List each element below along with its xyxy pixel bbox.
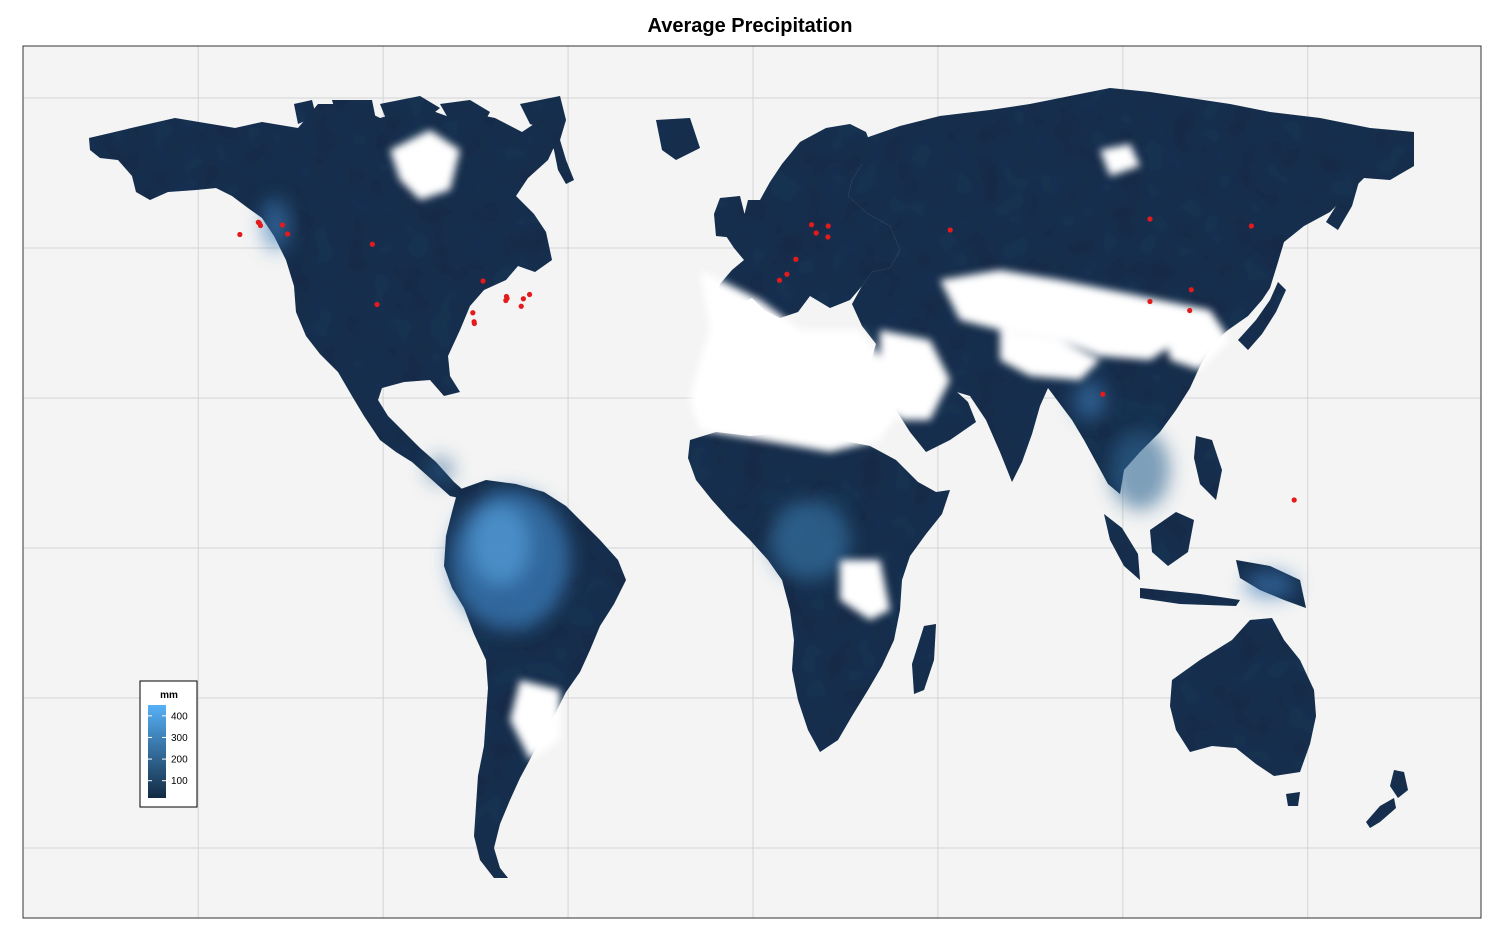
- land-java-timor: [1140, 588, 1240, 606]
- dry-siberia-north: [1100, 144, 1140, 176]
- land-borneo: [1150, 512, 1194, 566]
- station-point: [1291, 497, 1297, 503]
- land-north-america: [89, 104, 560, 504]
- wet-central-america: [426, 456, 454, 484]
- legend-colorbar: [148, 705, 166, 798]
- dry-middle-east: [880, 330, 950, 420]
- legend-tick-label: 400: [171, 711, 188, 722]
- land-new-zealand-south: [1366, 798, 1396, 828]
- dry-east-asia: [1160, 300, 1230, 370]
- land-japan: [1238, 282, 1286, 350]
- station-point: [1100, 391, 1106, 397]
- color-legend: mm 400 300 200 100: [139, 680, 198, 808]
- station-point: [480, 278, 486, 284]
- land-madagascar: [912, 624, 936, 694]
- dry-no-data-areas: [390, 130, 1230, 760]
- wet-region-overlays: [262, 199, 1296, 630]
- land-arctic-islands: [294, 96, 520, 170]
- legend-ticks: 400 300 200 100: [148, 711, 188, 787]
- station-point: [793, 256, 799, 262]
- station-point: [526, 291, 533, 298]
- station-point: [257, 222, 264, 229]
- station-markers: [237, 216, 1297, 503]
- map-panel: [22, 45, 1482, 919]
- land-europe: [714, 124, 900, 318]
- wet-bangladesh: [1074, 380, 1106, 420]
- station-point: [470, 310, 476, 316]
- station-point: [808, 222, 815, 228]
- dry-central-asia-gobi: [940, 270, 1180, 360]
- land-asia: [848, 88, 1414, 494]
- wet-congo: [770, 500, 850, 580]
- dry-sahara: [690, 270, 900, 452]
- land-australia: [1170, 618, 1316, 776]
- dry-patagonia: [510, 680, 560, 760]
- legend-tick-label: 200: [171, 755, 188, 766]
- station-point: [825, 223, 831, 229]
- station-point: [237, 231, 243, 238]
- station-point: [503, 297, 509, 304]
- station-point: [1248, 223, 1254, 229]
- land-sumatra: [1104, 514, 1140, 580]
- wet-amazon-core: [470, 505, 530, 585]
- station-point: [1147, 216, 1153, 222]
- station-point: [374, 301, 380, 308]
- dry-southern-africa: [840, 560, 890, 620]
- station-point: [279, 222, 285, 228]
- station-point: [518, 303, 524, 309]
- land-philippines: [1194, 436, 1222, 500]
- legend-tick-label: 300: [171, 733, 188, 744]
- dry-north-america-arctic: [390, 130, 460, 200]
- land-precipitation-raster: [89, 88, 1414, 878]
- chart-title: Average Precipitation: [647, 15, 853, 37]
- station-point: [1147, 298, 1153, 305]
- wet-pacific-northwest: [262, 199, 290, 251]
- land-kamchatka: [1326, 178, 1360, 230]
- station-point: [369, 241, 375, 247]
- land-tasmania: [1286, 792, 1300, 806]
- dry-tibet: [1000, 330, 1100, 380]
- station-point: [1187, 307, 1193, 314]
- wet-southeast-asia: [1110, 430, 1170, 510]
- land-british-isles: [714, 196, 746, 238]
- land-greenland: [520, 96, 574, 184]
- station-point: [285, 231, 291, 237]
- legend-title: mm: [160, 690, 178, 701]
- station-point: [784, 271, 790, 277]
- legend-tick-label: 100: [171, 776, 188, 787]
- land-new-zealand-north: [1390, 770, 1408, 798]
- land-iceland: [656, 118, 700, 160]
- wet-new-guinea: [1244, 571, 1296, 599]
- station-point: [825, 234, 831, 240]
- station-point: [471, 320, 477, 327]
- station-point: [947, 227, 953, 233]
- station-point: [520, 296, 526, 302]
- station-point: [1188, 287, 1194, 293]
- station-point: [776, 277, 783, 283]
- panel-border: [22, 45, 1482, 919]
- land-africa: [688, 432, 950, 752]
- station-point: [813, 230, 819, 236]
